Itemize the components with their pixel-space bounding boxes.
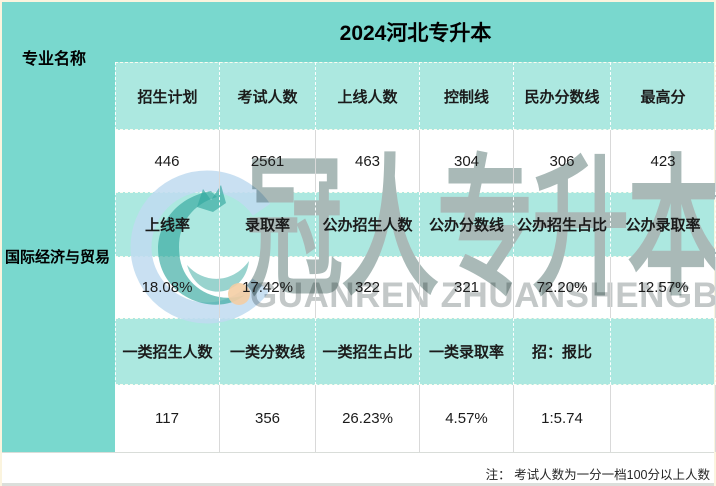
header-cell [611, 318, 716, 385]
header-cell: 民办分数线 [514, 62, 611, 130]
header-cell: 招：报比 [514, 318, 611, 385]
data-cell: 2561 [220, 130, 316, 192]
data-cell: 117 [115, 385, 220, 452]
header-row-2: 上线率 录取率 公办招生人数 公办分数线 公办招生占比 公办录取率 [115, 192, 716, 257]
header-cell: 公办招生人数 [316, 192, 420, 257]
header-row-1: 招生计划 考试人数 上线人数 控制线 民办分数线 最高分 [115, 62, 716, 130]
header-cell: 一类录取率 [420, 318, 514, 385]
major-name-label: 国际经济与贸易 [4, 249, 110, 266]
data-cell: 463 [316, 130, 420, 192]
data-cell: 12.57% [611, 257, 716, 318]
header-cell: 上线率 [115, 192, 220, 257]
page-edge-left [0, 0, 2, 486]
header-cell: 考试人数 [220, 62, 316, 130]
data-cell: 1:5.74 [514, 385, 611, 452]
data-cell [611, 385, 716, 452]
data-cell: 356 [220, 385, 316, 452]
data-cell: 306 [514, 130, 611, 192]
data-cell: 423 [611, 130, 716, 192]
header-cell: 控制线 [420, 62, 514, 130]
major-column-header: 专业名称 [22, 51, 87, 68]
data-row-3: 117 356 26.23% 4.57% 1:5.74 [115, 385, 716, 452]
data-cell: 322 [316, 257, 420, 318]
title-band [0, 0, 716, 62]
header-cell: 一类分数线 [220, 318, 316, 385]
header-cell: 录取率 [220, 192, 316, 257]
table-bottom-border [0, 452, 716, 453]
page-bottom-border [0, 483, 716, 486]
data-cell: 4.57% [420, 385, 514, 452]
header-cell: 一类招生占比 [316, 318, 420, 385]
data-cell: 18.08% [115, 257, 220, 318]
header-cell: 一类招生人数 [115, 318, 220, 385]
header-cell: 上线人数 [316, 62, 420, 130]
header-cell: 招生计划 [115, 62, 220, 130]
page-title: 2024河北专升本 [339, 22, 492, 45]
data-cell: 26.23% [316, 385, 420, 452]
data-cell: 304 [420, 130, 514, 192]
page-edge-top [0, 0, 716, 2]
data-row-2: 18.08% 17.42% 322 321 72.20% 12.57% [115, 257, 716, 318]
header-cell: 公办分数线 [420, 192, 514, 257]
footnote: 注： 考试人数为一分一档100分以上人数 [485, 468, 710, 482]
data-row-1: 446 2561 463 304 306 423 [115, 130, 716, 192]
data-cell: 72.20% [514, 257, 611, 318]
data-cell: 321 [420, 257, 514, 318]
header-band-1 [115, 62, 716, 130]
left-column-band [0, 0, 115, 452]
data-cell: 446 [115, 130, 220, 192]
header-band-3 [115, 318, 716, 385]
data-cell: 17.42% [220, 257, 316, 318]
header-cell: 公办录取率 [611, 192, 716, 257]
header-row-3: 一类招生人数 一类分数线 一类招生占比 一类录取率 招：报比 [115, 318, 716, 385]
header-cell: 最高分 [611, 62, 716, 130]
stats-table: 招生计划 考试人数 上线人数 控制线 民办分数线 最高分 446 2561 46… [115, 62, 716, 452]
header-cell: 公办招生占比 [514, 192, 611, 257]
